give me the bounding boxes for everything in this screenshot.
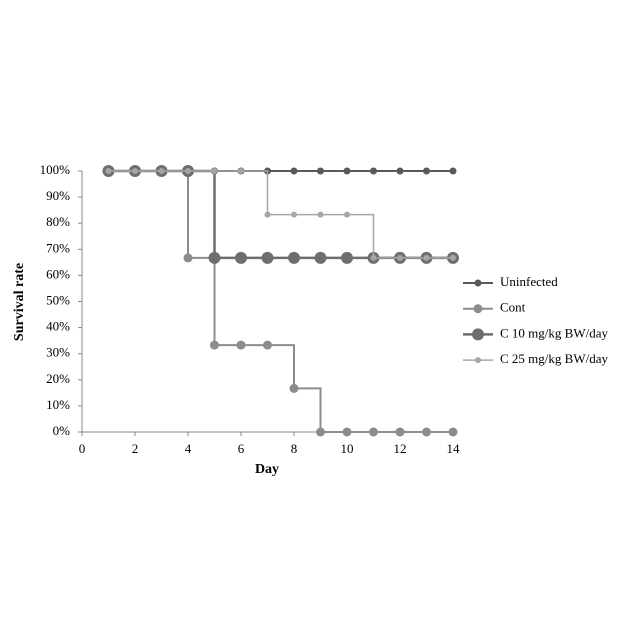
legend-label: Uninfected [500,274,558,289]
marker [132,168,138,174]
marker [209,252,221,264]
marker [106,168,112,174]
marker [317,168,324,175]
marker [288,252,300,264]
marker [369,428,378,437]
marker [263,341,272,350]
marker [159,168,165,174]
marker [423,168,430,175]
marker [344,212,350,218]
legend-label: C 10 mg/kg BW/day [500,325,608,340]
marker [262,252,274,264]
step-segment [268,345,295,388]
x-tick-label: 0 [79,441,86,456]
step-segment [188,258,215,345]
marker [265,212,271,218]
marker [291,212,297,218]
x-tick-label: 14 [447,441,461,456]
x-tick-label: 10 [341,441,354,456]
marker [397,168,404,175]
marker [422,428,431,437]
marker [450,168,457,175]
legend-label: Cont [500,300,526,315]
legend-marker [472,328,484,340]
marker [344,168,351,175]
legend-marker [474,304,483,313]
chart: Day Survival rate 0% 10% 20% 30% 40% 50% 60% 70… [0,0,640,640]
marker [370,168,377,175]
y-axis-title: Survival rate [12,263,27,341]
marker [237,341,246,350]
marker [290,384,299,393]
y-tick-label: 20% [46,371,70,386]
marker [449,428,458,437]
marker [315,252,327,264]
marker [397,255,403,261]
y-tick-label: 0% [53,423,71,438]
step-segment [188,171,215,258]
legend-label: C 25 mg/kg BW/day [500,351,608,366]
y-tick-label: 50% [46,292,70,307]
y-tick-label: 80% [46,214,70,229]
marker [316,428,325,437]
step-segment [241,171,268,215]
marker [424,255,430,261]
marker [450,255,456,261]
marker [212,168,218,174]
x-tick-label: 4 [185,441,192,456]
x-tick-label: 2 [132,441,139,456]
marker [238,168,244,174]
x-tick-label: 8 [291,441,298,456]
marker [210,341,219,350]
marker [396,428,405,437]
marker [318,212,324,218]
step-segment [294,388,321,432]
step-segment [162,171,189,258]
legend-marker [475,280,482,287]
y-tick-label: 10% [46,397,70,412]
marker [185,168,191,174]
marker [184,253,193,262]
marker [371,255,377,261]
y-tick-label: 70% [46,240,70,255]
marker [235,252,247,264]
x-tick-label: 6 [238,441,245,456]
marker [343,428,352,437]
y-tick-label: 30% [46,345,70,360]
y-tick-label: 40% [46,319,70,334]
page: {"chart_data": {"type": "step-line", "x_… [0,0,640,640]
y-tick-label: 100% [40,162,71,177]
marker [341,252,353,264]
y-tick-label: 60% [46,266,70,281]
legend-marker [475,357,481,363]
step-segment [347,215,374,258]
marker [291,168,298,175]
x-tick-label: 12 [394,441,407,456]
y-tick-label: 90% [46,188,70,203]
x-axis-title: Day [255,462,279,477]
